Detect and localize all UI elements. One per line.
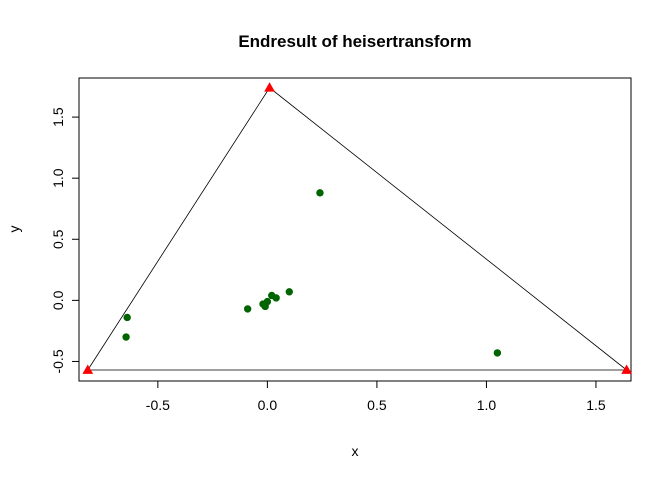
data-point xyxy=(243,305,252,313)
y-axis: -0.5 0.0 0.5 1.0 1.5 xyxy=(50,107,80,374)
x-tick-label: -0.5 xyxy=(146,397,170,413)
data-point xyxy=(285,288,293,296)
y-tick-label: -0.5 xyxy=(50,349,66,373)
data-point xyxy=(272,294,280,302)
x-tick-label: 0.5 xyxy=(367,397,387,413)
data-point xyxy=(123,313,131,322)
triangle-edge xyxy=(87,87,628,371)
data-points xyxy=(82,82,632,374)
vertex-marker xyxy=(621,364,632,374)
vertex-marker xyxy=(82,364,94,374)
data-point xyxy=(122,333,130,341)
x-tick-label: 1.5 xyxy=(586,397,606,413)
data-point xyxy=(493,349,502,357)
y-tick-label: 1.5 xyxy=(50,107,66,127)
y-tick-label: 1.0 xyxy=(50,168,66,188)
y-tick-label: 0.0 xyxy=(50,290,66,310)
data-point xyxy=(263,297,272,306)
x-axis: -0.5 0.0 0.5 1.0 1.5 xyxy=(146,380,606,413)
chart-title: Endresult of heisertransform xyxy=(238,32,471,51)
vertex-marker xyxy=(264,82,275,92)
y-axis-label: y xyxy=(6,226,22,233)
x-tick-label: 1.0 xyxy=(477,397,497,413)
plot-area xyxy=(78,77,632,382)
data-point xyxy=(316,189,324,197)
triangle-outline xyxy=(87,87,628,371)
x-axis-label: x xyxy=(352,443,359,459)
y-tick-label: 0.5 xyxy=(50,229,66,249)
x-tick-label: 0.0 xyxy=(258,397,278,413)
